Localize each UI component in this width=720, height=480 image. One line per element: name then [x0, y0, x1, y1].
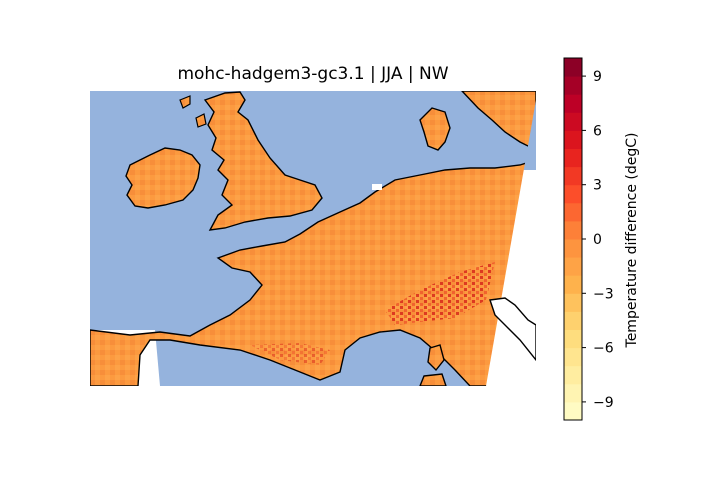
colorbar-tick-label: −6	[593, 341, 614, 357]
colorbar-tick-label: 9	[593, 69, 602, 85]
orkney-island	[195, 113, 207, 128]
scandinavia-landmass	[460, 91, 536, 152]
italy-outline	[489, 297, 536, 362]
colorbar-step	[564, 257, 582, 276]
colorbar-step	[564, 184, 582, 204]
colorbar-step	[564, 239, 582, 258]
alps-hotspots	[250, 262, 495, 365]
colorbar-step	[564, 401, 582, 421]
colorbar-step	[564, 166, 582, 186]
hebrides-island	[179, 95, 191, 109]
colorbar-step	[564, 329, 582, 349]
colorbar-label: Temperature difference (degC)	[624, 132, 640, 348]
denmark-landmass	[419, 107, 451, 151]
colorbar-step	[564, 148, 582, 168]
colorbar-step	[564, 275, 582, 294]
colorbar-tick-label: 6	[593, 123, 602, 139]
colorbar-step	[564, 130, 582, 149]
colorbar-tick-label: −9	[593, 395, 614, 411]
great-britain-landmass	[203, 91, 323, 231]
temperature-field	[90, 91, 536, 386]
corsica-island	[427, 344, 445, 372]
colorbar-tick-label: 0	[593, 232, 602, 248]
continental-europe-landmass	[90, 159, 536, 386]
colorbar-step	[564, 293, 582, 312]
colorbar-step	[564, 112, 582, 131]
colorbar-step	[564, 94, 582, 113]
colorbar-step	[564, 383, 582, 403]
ireland-landmass	[125, 147, 201, 209]
colorbar-step	[564, 365, 582, 385]
colorbar-step	[564, 220, 582, 240]
colorbar-step	[564, 311, 582, 330]
colorbar-step	[564, 58, 582, 77]
colorbar-steps	[564, 58, 582, 421]
map-title: mohc-hadgem3-gc3.1 | JJA | NW	[177, 64, 449, 84]
colorbar-tick-label: 3	[593, 178, 602, 194]
no-data-patch	[372, 184, 382, 190]
colorbar-ticks: 9 6 3 0 −3 −6 −9	[582, 69, 614, 411]
colorbar-step	[564, 76, 582, 95]
map-panel	[90, 91, 536, 386]
colorbar-step	[564, 202, 582, 222]
colorbar: 9 6 3 0 −3 −6 −9	[563, 57, 614, 421]
sardinia-island	[418, 373, 447, 386]
colorbar-step	[564, 347, 582, 367]
colorbar-tick-label: −3	[593, 286, 614, 302]
